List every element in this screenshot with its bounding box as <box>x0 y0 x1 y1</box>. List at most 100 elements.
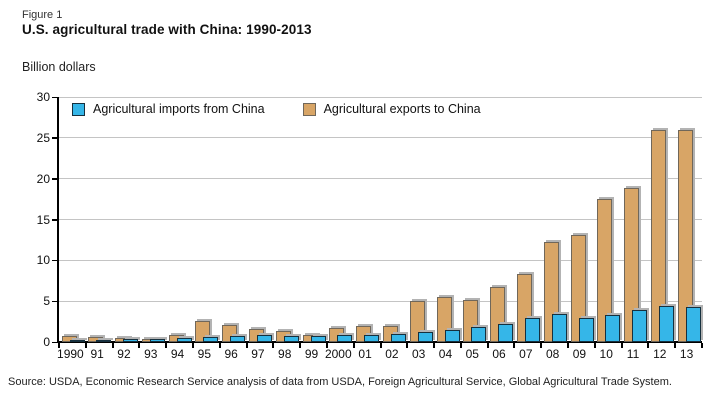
y-axis-tick-label-25: 25 <box>36 130 50 145</box>
x-axis-tick <box>486 343 489 348</box>
y-axis-tick-5 <box>52 300 57 303</box>
x-axis-tick-label-08: 08 <box>545 347 560 361</box>
bar-imports-06 <box>498 324 514 342</box>
bar-imports-1990 <box>69 339 85 342</box>
bar-imports-05 <box>471 327 487 342</box>
x-axis-tick <box>58 343 60 348</box>
bar-imports-2000 <box>337 335 353 342</box>
y-axis-tick-0 <box>52 341 57 343</box>
x-axis-tick <box>218 343 221 348</box>
x-axis-tick-label-92: 92 <box>117 347 131 361</box>
x-axis-tick <box>620 343 623 348</box>
x-axis-tick-label-10: 10 <box>599 347 613 361</box>
bar-imports-92 <box>123 338 139 342</box>
x-axis-tick <box>567 343 570 348</box>
x-axis-tick-label-09: 09 <box>572 347 587 361</box>
bar-imports-04 <box>444 329 460 342</box>
x-axis-tick <box>433 343 436 348</box>
x-axis-tick <box>272 343 275 348</box>
x-axis-tick <box>299 343 302 348</box>
bar-imports-03 <box>417 332 433 342</box>
x-axis-tick-label-11: 11 <box>626 347 640 361</box>
bar-exports-12 <box>650 130 666 342</box>
gridline-25 <box>59 137 702 139</box>
gridline-5 <box>59 300 702 302</box>
bar-imports-98 <box>283 336 299 342</box>
x-axis-tick <box>674 343 677 348</box>
bar-imports-07 <box>524 318 540 342</box>
x-axis-tick-label-1990: 1990 <box>57 347 84 361</box>
bar-exports-95 <box>195 320 211 342</box>
x-axis-tick <box>513 343 516 348</box>
bar-imports-95 <box>203 337 219 342</box>
x-axis-tick <box>352 343 355 348</box>
bar-exports-91 <box>88 337 104 342</box>
figure-label: Figure 1 <box>22 9 63 21</box>
legend-swatch-exports <box>302 102 316 116</box>
legend-swatch-imports <box>72 102 85 116</box>
bar-exports-1990 <box>61 336 77 342</box>
bar-exports-10 <box>597 199 613 342</box>
x-axis-tick-label-07: 07 <box>519 347 533 361</box>
x-axis-tick-label-05: 05 <box>465 347 479 361</box>
x-axis-tick <box>111 343 114 348</box>
bar-exports-13 <box>677 130 693 342</box>
bar-imports-96 <box>230 336 246 342</box>
figure-title: U.S. agricultural trade with China: 1990… <box>22 22 312 37</box>
gridline-10 <box>59 259 702 261</box>
x-axis-tick <box>459 343 462 348</box>
x-axis-tick-label-12: 12 <box>653 347 667 361</box>
x-axis-tick-label-95: 95 <box>197 347 212 361</box>
y-axis-tick-10 <box>52 259 57 262</box>
bar-imports-09 <box>578 318 594 342</box>
x-axis-tick <box>379 343 382 348</box>
bar-imports-11 <box>632 310 648 342</box>
x-axis-tick <box>84 343 87 348</box>
y-axis-tick-30 <box>52 96 57 98</box>
bar-exports-03 <box>409 301 425 342</box>
x-axis-tick <box>325 343 328 348</box>
y-axis-unit-label: Billion dollars <box>22 60 96 74</box>
x-axis-tick-label-02: 02 <box>385 347 399 361</box>
x-axis-tick <box>191 343 194 348</box>
x-axis-tick <box>701 343 703 348</box>
legend-label-imports: Agricultural imports from China <box>93 102 265 116</box>
x-axis-tick-label-06: 06 <box>492 347 506 361</box>
bar-imports-91 <box>96 339 112 342</box>
bar-exports-09 <box>570 235 586 342</box>
x-axis-tick-label-91: 91 <box>90 347 104 361</box>
y-axis-tick-label-30: 30 <box>36 90 50 104</box>
y-axis-tick-label-15: 15 <box>36 212 50 227</box>
y-axis-tick-25 <box>52 137 57 139</box>
y-axis-tick-15 <box>52 219 57 221</box>
x-axis-tick-label-99: 99 <box>304 347 319 361</box>
x-axis-tick-label-01: 01 <box>358 347 372 361</box>
x-axis-tick <box>647 343 650 348</box>
x-axis-tick-label-94: 94 <box>170 347 185 361</box>
x-axis-tick-label-97: 97 <box>251 347 265 361</box>
x-axis-tick-label-93: 93 <box>144 347 158 361</box>
x-axis-tick-label-2000: 2000 <box>324 347 352 361</box>
bar-imports-94 <box>176 337 192 342</box>
x-axis-tick-label-98: 98 <box>278 347 292 361</box>
y-axis-tick-20 <box>52 178 57 180</box>
bar-imports-08 <box>551 314 567 342</box>
x-axis-tick-label-13: 13 <box>679 347 694 361</box>
y-axis-tick-label-10: 10 <box>36 253 50 268</box>
gridline-15 <box>59 219 702 220</box>
bar-exports-11 <box>624 187 640 342</box>
x-axis-tick <box>593 343 596 348</box>
gridline-20 <box>59 178 702 180</box>
x-axis-tick <box>245 343 248 348</box>
y-axis-tick-label-20: 20 <box>36 171 50 186</box>
legend-label-exports: Agricultural exports to China <box>323 102 481 116</box>
bar-imports-10 <box>605 315 621 342</box>
gridline-30 <box>59 96 702 98</box>
bar-imports-99 <box>310 336 326 342</box>
x-axis-tick-label-04: 04 <box>438 347 453 361</box>
x-axis-tick <box>165 343 168 348</box>
x-axis-tick <box>540 343 543 348</box>
x-axis-tick-label-03: 03 <box>412 347 426 361</box>
x-axis-tick <box>138 343 141 348</box>
